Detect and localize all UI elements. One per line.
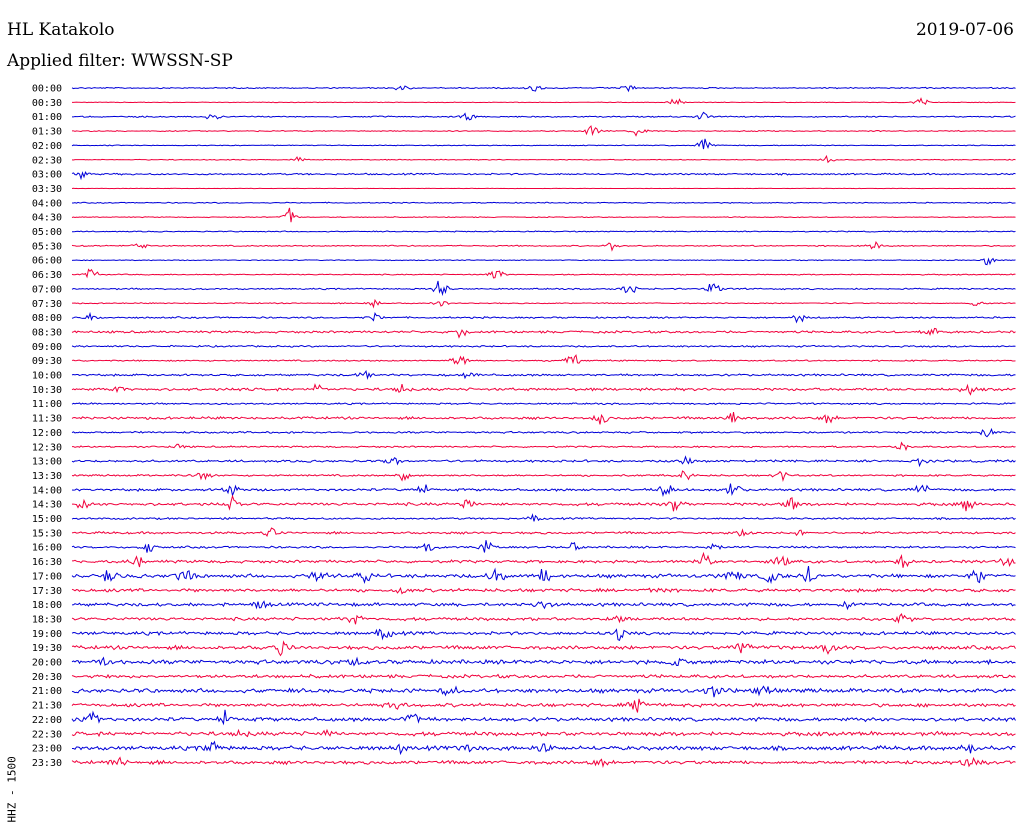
seismic-trace-row (72, 355, 1016, 363)
row-time-label: 12:30 (32, 442, 62, 453)
seismic-trace-row (72, 443, 1016, 450)
row-time-label: 01:30 (32, 127, 62, 138)
seismic-trace-row (72, 528, 1016, 536)
row-time-label: 06:00 (32, 256, 62, 267)
row-time-label: 09:30 (32, 356, 62, 367)
seismic-trace-row (72, 658, 1016, 666)
row-time-label: 11:00 (32, 399, 62, 410)
row-time-label: 16:00 (32, 543, 62, 554)
seismic-trace-row (72, 730, 1016, 736)
row-time-label: 23:30 (32, 758, 62, 769)
seismic-trace-row (72, 642, 1016, 656)
seismic-trace-row (72, 412, 1016, 424)
seismic-trace-row (72, 484, 1016, 496)
row-time-label: 08:30 (32, 327, 62, 338)
seismic-trace-row (72, 630, 1016, 641)
seismic-trace-row (72, 259, 1016, 265)
row-time-label: 20:30 (32, 672, 62, 683)
row-time-label: 12:00 (32, 428, 62, 439)
row-time-label: 09:00 (32, 342, 62, 353)
row-time-label: 03:00 (32, 170, 62, 181)
row-time-label: 02:00 (32, 141, 62, 152)
row-time-label: 22:00 (32, 715, 62, 726)
seismic-trace-row (72, 371, 1016, 378)
row-time-label: 07:00 (32, 284, 62, 295)
seismic-trace-row (72, 710, 1016, 724)
row-time-label: 03:30 (32, 184, 62, 195)
seismic-trace-row (72, 172, 1016, 178)
seismic-trace-row (72, 429, 1016, 436)
row-time-label: 18:00 (32, 600, 62, 611)
seismic-trace-row (72, 202, 1016, 203)
helicorder-plot: 00:00 00:30 01:00 01:30 02:00 02:30 03:00 03:30… (0, 0, 1024, 780)
seismic-trace-row (72, 269, 1016, 278)
seismic-trace-row (72, 98, 1016, 104)
seismic-trace-row (72, 540, 1016, 553)
seismic-trace-row (72, 686, 1016, 697)
row-time-label: 07:30 (32, 299, 62, 310)
seismic-trace-row (72, 208, 1016, 222)
seismic-trace-row (72, 674, 1016, 678)
row-time-label: 19:00 (32, 629, 62, 640)
row-time-label: 19:30 (32, 643, 62, 654)
seismic-trace-row (72, 112, 1016, 119)
seismic-trace-row (72, 601, 1016, 608)
row-time-label: 20:00 (32, 658, 62, 669)
row-time-label: 01:00 (32, 112, 62, 123)
seismic-trace-row (72, 281, 1016, 294)
seismic-trace-row (72, 457, 1016, 466)
row-time-label: 21:00 (32, 686, 62, 697)
row-time-label: 10:00 (32, 371, 62, 382)
seismic-trace-row (72, 742, 1016, 754)
seismic-trace-row (72, 139, 1016, 149)
seismic-trace-row (72, 313, 1016, 322)
row-time-label: 17:30 (32, 586, 62, 597)
row-time-label: 18:30 (32, 614, 62, 625)
row-time-label: 15:30 (32, 528, 62, 539)
row-time-label: 08:00 (32, 313, 62, 324)
seismic-trace-row (72, 156, 1016, 162)
seismic-trace-row (72, 553, 1016, 567)
row-time-label: 16:30 (32, 557, 62, 568)
row-time-label: 00:00 (32, 84, 62, 95)
seismic-trace-row (72, 515, 1016, 521)
seismic-trace-row (72, 403, 1016, 405)
seismic-trace-row (72, 471, 1016, 480)
row-time-label: 05:30 (32, 241, 62, 252)
row-time-label: 13:00 (32, 457, 62, 468)
row-time-label: 02:30 (32, 155, 62, 166)
row-time-label: 10:30 (32, 385, 62, 396)
row-time-label: 05:00 (32, 227, 62, 238)
seismic-trace-row (72, 328, 1016, 337)
y-axis-label: HHZ - 1500 (6, 803, 19, 823)
row-time-label: 22:30 (32, 729, 62, 740)
seismic-trace-row (72, 496, 1016, 511)
row-time-label: 14:30 (32, 500, 62, 511)
seismic-trace-row (72, 345, 1016, 347)
row-time-label: 04:30 (32, 213, 62, 224)
seismic-trace-row (72, 566, 1016, 582)
row-time-label: 23:00 (32, 744, 62, 755)
seismic-trace-row (72, 231, 1016, 232)
row-time-label: 06:30 (32, 270, 62, 281)
seismic-trace-row (72, 242, 1016, 250)
seismic-trace-row (72, 86, 1016, 91)
row-time-label: 15:00 (32, 514, 62, 525)
seismic-trace-row (72, 588, 1016, 593)
row-time-label: 11:30 (32, 414, 62, 425)
seismic-trace-row (72, 699, 1016, 713)
row-time-label: 17:00 (32, 571, 62, 582)
seismic-trace-row (72, 614, 1016, 624)
row-time-label: 21:30 (32, 701, 62, 712)
seismic-trace-row (72, 384, 1016, 394)
row-time-label: 00:30 (32, 98, 62, 109)
seismic-trace-row (72, 126, 1016, 135)
row-time-label: 13:30 (32, 471, 62, 482)
seismic-trace-row (72, 300, 1016, 307)
seismic-trace-row (72, 758, 1016, 767)
row-time-label: 04:00 (32, 198, 62, 209)
row-time-label: 14:00 (32, 485, 62, 496)
